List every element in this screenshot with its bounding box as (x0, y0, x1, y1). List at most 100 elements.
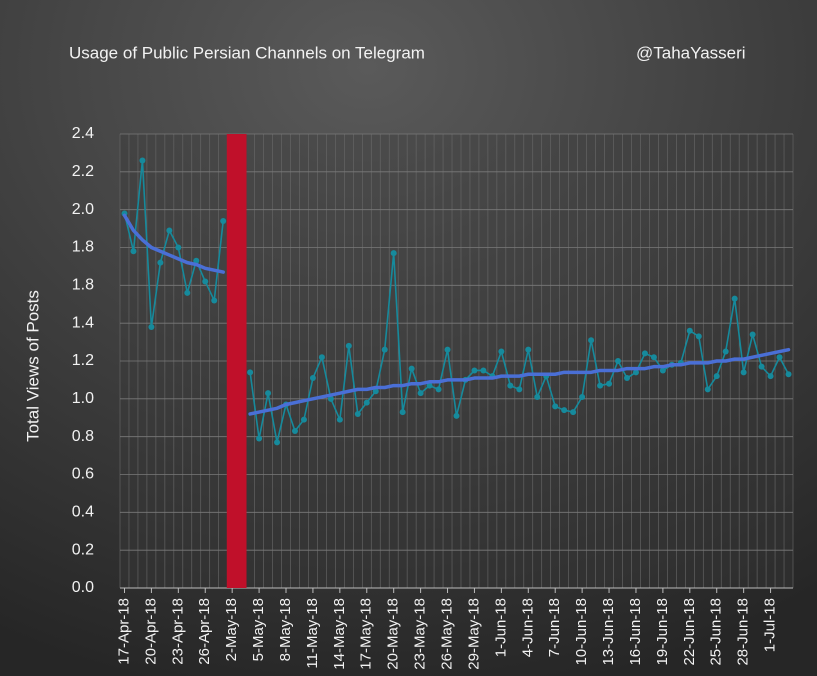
data-point (202, 278, 209, 285)
data-point (309, 375, 316, 382)
data-point (776, 354, 783, 361)
data-point (480, 367, 487, 374)
data-point (426, 382, 433, 389)
data-point (372, 388, 379, 395)
x-tick-label: 19-Jun-18 (654, 598, 671, 666)
y-tick-label: 2.4 (72, 125, 94, 142)
highlight-band (226, 134, 247, 588)
data-point (579, 393, 586, 400)
data-point (184, 289, 191, 296)
annotation: @TahaYasseri (636, 43, 746, 62)
data-point (471, 367, 478, 374)
data-point (650, 354, 657, 361)
data-point (166, 227, 173, 234)
data-point (175, 244, 182, 251)
data-point (534, 393, 541, 400)
x-tick-label: 26-Apr-18 (196, 598, 213, 665)
x-tick-label: 10-Jun-18 (573, 598, 590, 666)
chart-title: Usage of Public Persian Channels on Tele… (69, 43, 425, 62)
data-point (274, 439, 281, 446)
data-point (291, 427, 298, 434)
data-point (749, 331, 756, 338)
data-point (498, 348, 505, 355)
data-point (354, 410, 361, 417)
data-point (570, 409, 577, 416)
x-tick-label: 25-Jun-18 (708, 598, 725, 666)
data-point (363, 399, 370, 406)
data-point (444, 346, 451, 353)
data-point (704, 386, 711, 393)
data-point (265, 390, 272, 397)
y-tick-label: 1.8 (72, 239, 94, 256)
x-tick-label: 17-Apr-18 (115, 598, 132, 665)
data-point (615, 358, 622, 364)
data-point (561, 407, 568, 414)
data-point (327, 395, 334, 402)
x-tick-label: 26-May-18 (438, 598, 455, 670)
y-tick-label: 0.0 (72, 579, 94, 596)
x-tick-label: 23-Apr-18 (169, 598, 186, 665)
data-point (552, 403, 559, 410)
data-point (148, 323, 155, 330)
x-tick-label: 17-May-18 (358, 598, 375, 670)
trend-line (248, 347, 791, 416)
data-point (507, 382, 514, 389)
x-tick-label: 1-Jun-18 (492, 598, 509, 657)
data-point (247, 369, 254, 376)
data-point (740, 369, 747, 376)
data-point (256, 435, 263, 442)
data-point (157, 259, 164, 266)
data-point (399, 409, 406, 416)
x-tick-label: 22-Jun-18 (681, 598, 698, 666)
data-point (767, 373, 774, 380)
data-point (417, 390, 424, 397)
x-tick-label: 11-May-18 (304, 598, 321, 669)
data-point (139, 157, 146, 164)
data-point (597, 382, 604, 389)
data-point (345, 342, 352, 349)
data-point (130, 248, 137, 255)
x-tick-label: 20-Apr-18 (142, 598, 159, 665)
data-point (722, 348, 729, 355)
y-tick-label: 0.6 (72, 466, 94, 483)
data-point (300, 416, 307, 423)
y-tick-label: 2.0 (72, 201, 94, 218)
y-tick-label: 2.2 (72, 163, 94, 180)
data-point (623, 375, 630, 382)
data-point (453, 412, 460, 419)
data-point (193, 257, 200, 264)
x-tick-label: 16-Jun-18 (627, 598, 644, 666)
data-point (390, 250, 397, 257)
x-tick-label: 20-May-18 (385, 598, 402, 670)
data-point (336, 416, 343, 423)
x-tick-label: 7-Jun-18 (546, 598, 563, 657)
x-tick-label: 23-May-18 (412, 598, 429, 670)
data-point (220, 218, 227, 225)
data-point (525, 346, 532, 353)
data-point (588, 337, 595, 344)
y-tick-label: 0.4 (72, 504, 94, 521)
y-tick-label: 0.2 (72, 541, 94, 558)
data-point (785, 371, 792, 378)
y-axis-label: Total Views of Posts (23, 290, 42, 442)
data-point (686, 327, 693, 334)
trend-line (122, 213, 225, 274)
data-point (318, 354, 325, 361)
data-point (435, 386, 442, 393)
data-point (606, 380, 613, 387)
x-tick-label: 4-Jun-18 (519, 598, 536, 657)
data-point (641, 350, 648, 357)
data-point (695, 333, 702, 340)
x-tick-label: 13-Jun-18 (600, 598, 617, 666)
x-tick-label: 29-May-18 (465, 598, 482, 670)
y-tick-label: 1.0 (72, 390, 94, 407)
data-point (758, 363, 765, 370)
data-point (211, 297, 218, 304)
x-tick-label: 28-Jun-18 (735, 598, 752, 666)
y-tick-label: 0.8 (72, 428, 94, 445)
x-tick-label: 1-Jul-18 (762, 598, 779, 652)
x-tick-label: 8-May-18 (277, 598, 294, 661)
data-point (713, 373, 720, 380)
data-point (408, 365, 415, 372)
